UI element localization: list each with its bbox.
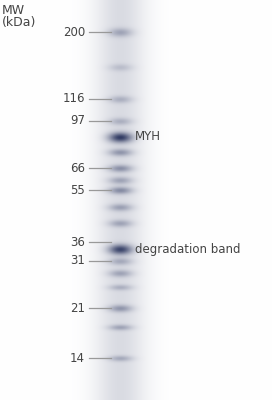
Text: 21: 21	[70, 302, 85, 314]
Text: 31: 31	[70, 254, 85, 268]
Text: degradation band: degradation band	[135, 242, 240, 256]
Text: 97: 97	[70, 114, 85, 128]
Text: 116: 116	[63, 92, 85, 106]
Text: 200: 200	[63, 26, 85, 38]
Text: 66: 66	[70, 162, 85, 174]
Text: MW: MW	[2, 4, 25, 17]
Text: 55: 55	[70, 184, 85, 196]
Text: (kDa): (kDa)	[2, 16, 36, 29]
Text: MYH: MYH	[135, 130, 161, 144]
Text: 14: 14	[70, 352, 85, 364]
Text: 36: 36	[70, 236, 85, 248]
